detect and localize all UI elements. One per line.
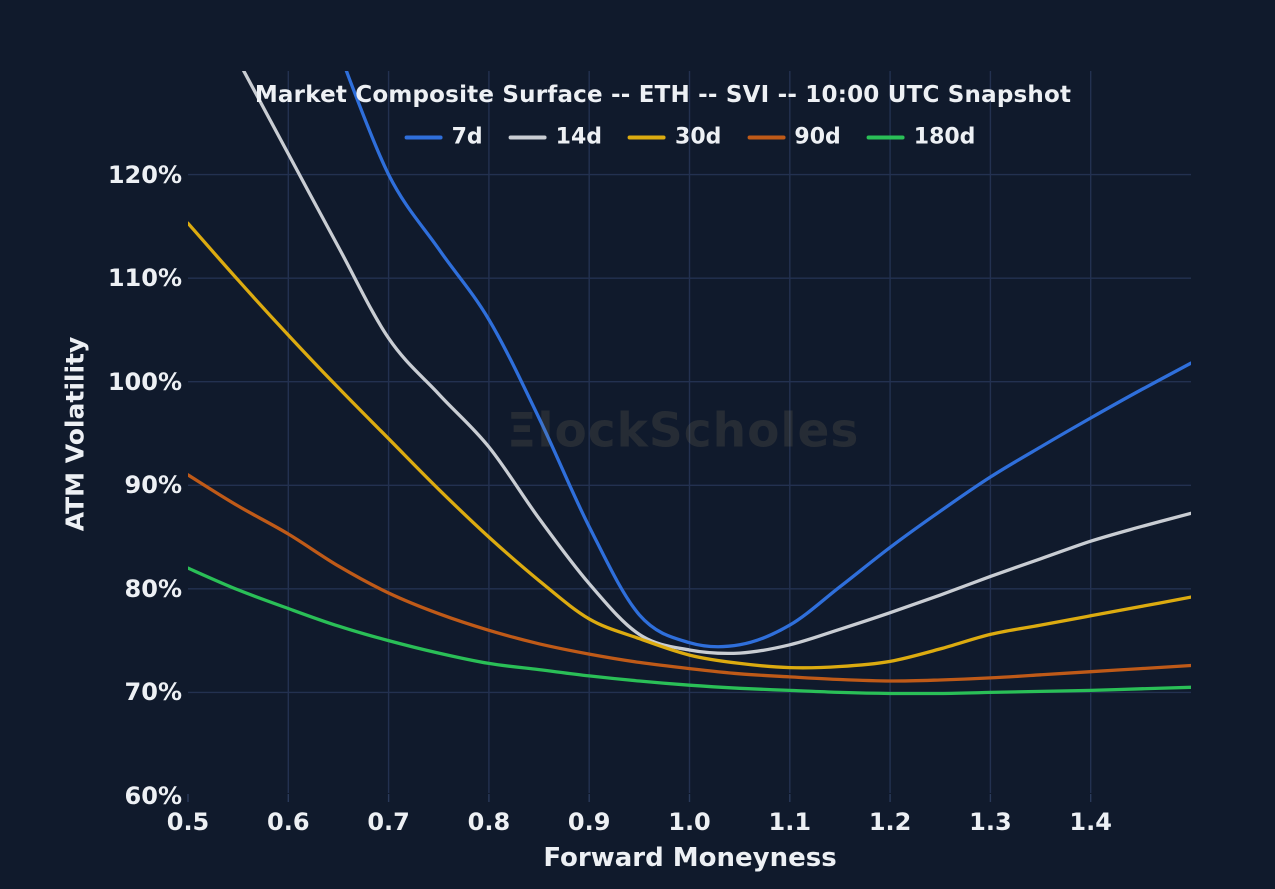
x-tick-label-0.8: 0.8 [467,808,511,836]
legend-item-90d[interactable]: 90d [747,124,841,150]
legend-swatch-30d [628,135,667,139]
legend-label-14d: 14d [555,124,603,150]
x-tick-label-1.0: 1.0 [668,808,711,836]
x-tick-label-1.1: 1.1 [768,808,812,836]
legend-item-180d[interactable]: 180d [866,124,976,150]
x-tick-label-1.2: 1.2 [868,808,912,836]
series-lines [188,71,1191,696]
x-axis-title: Forward Moneyness [543,843,837,873]
legend-swatch-14d [508,135,547,139]
y-tick-label-110%: 110% [107,264,182,293]
axis-tick-marks [187,794,1092,802]
y-tick-label-90%: 90% [124,471,182,500]
legend-label-30d: 30d [675,124,722,150]
legend-label-7d: 7d [451,124,483,150]
series-line-30d [188,221,1191,670]
legend-label-180d: 180d [913,124,976,150]
series-line-14d [241,71,1191,656]
y-tick-label-80%: 80% [124,574,182,603]
series-line-180d [188,566,1191,696]
legend-item-14d[interactable]: 14d [508,124,603,150]
legend: 7d 14d 30d 90d 180d [404,124,976,150]
legend-item-7d[interactable]: 7d [404,124,483,150]
x-tick-label-1.3: 1.3 [969,808,1012,836]
y-tick-label-100%: 100% [107,367,182,396]
legend-swatch-180d [866,135,905,139]
y-tick-label-60%: 60% [124,782,182,810]
y-axis-title: ATM Volatility [60,336,90,532]
series-line-7d [344,71,1191,649]
legend-swatch-7d [404,135,443,139]
x-tick-label-1.4: 1.4 [1069,808,1112,836]
x-tick-label-0.9: 0.9 [567,808,611,836]
x-tick-label-0.7: 0.7 [367,808,410,836]
legend-swatch-90d [747,135,786,139]
legend-label-90d: 90d [794,124,841,150]
chart-title: Market Composite Surface -- ETH -- SVI -… [254,82,1072,108]
y-tick-label-120%: 120% [107,160,182,189]
series-line-90d [188,473,1191,683]
legend-item-30d[interactable]: 30d [628,125,721,150]
x-tick-label-0.6: 0.6 [267,808,310,836]
y-tick-label-70%: 70% [124,678,182,707]
x-tick-label-0.5: 0.5 [166,808,210,836]
gridlines [188,71,1191,793]
